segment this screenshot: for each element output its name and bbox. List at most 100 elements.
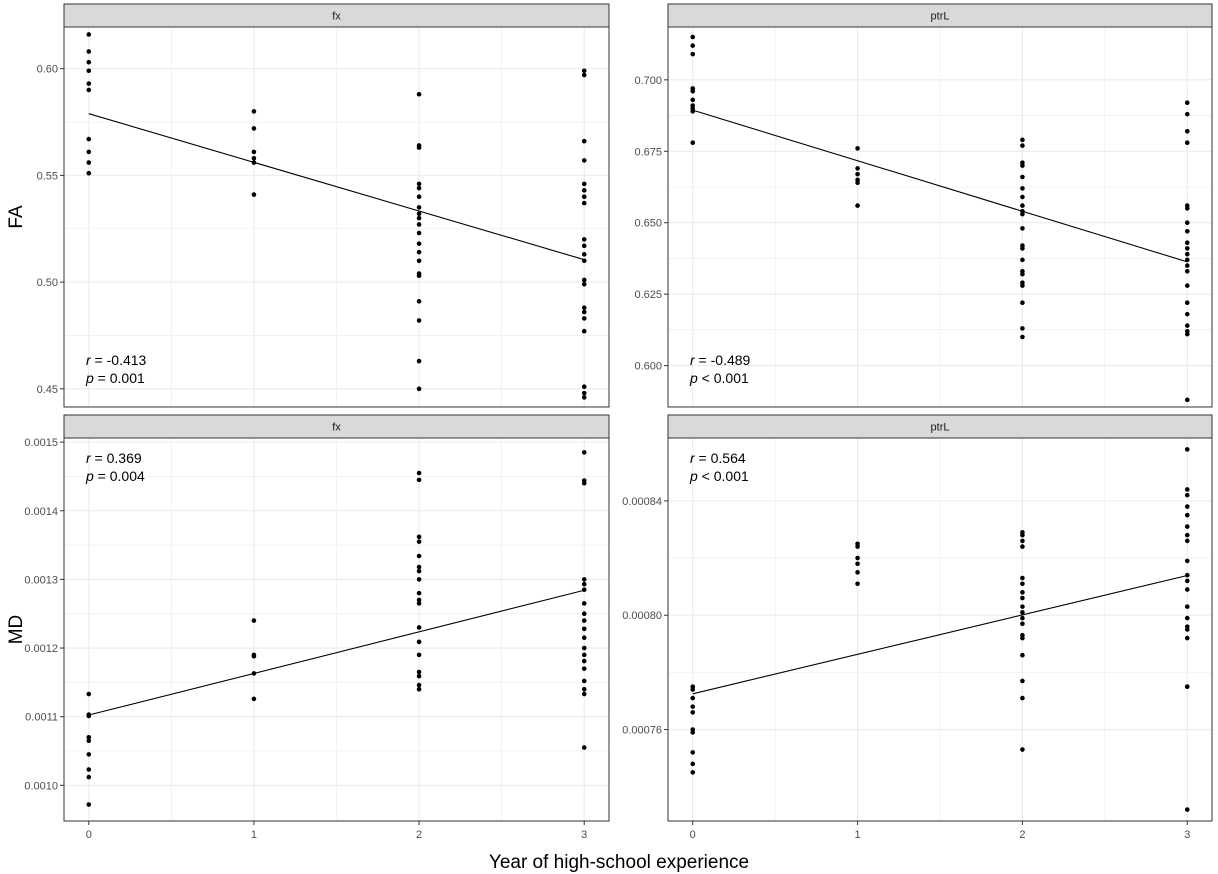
data-point — [690, 761, 696, 767]
data-point — [1184, 268, 1190, 274]
data-point — [86, 59, 92, 65]
stat-value: = -0.413 — [91, 352, 147, 368]
data-point — [855, 561, 860, 567]
data-point — [416, 230, 422, 236]
data-point — [581, 237, 587, 242]
x-tick-label: 2 — [1019, 829, 1025, 841]
data-point — [416, 577, 422, 582]
stat-symbol: p — [85, 468, 94, 484]
data-point — [1184, 251, 1190, 257]
x-tick-label: 3 — [581, 829, 587, 841]
data-point — [581, 68, 587, 74]
x-tick-label: 3 — [1184, 829, 1190, 841]
regression-line — [88, 113, 585, 261]
data-point — [416, 258, 422, 264]
stat-symbol: r — [690, 352, 696, 368]
data-point — [416, 241, 422, 246]
stat-symbol: p — [689, 370, 698, 386]
data-point — [1020, 532, 1025, 538]
stat-value: = 0.001 — [94, 370, 145, 386]
data-point — [416, 477, 422, 483]
facet-strip — [667, 3, 1213, 28]
data-point — [416, 652, 422, 658]
annotation-p-value: p < 0.001 — [689, 468, 749, 484]
data-point — [416, 358, 422, 364]
data-point — [1184, 504, 1190, 509]
y-tick-label: 0.675 — [634, 146, 662, 158]
data-point — [690, 43, 696, 48]
data-point — [1184, 140, 1190, 146]
y-tick-label: 0.60 — [37, 64, 58, 76]
data-point — [416, 590, 422, 596]
data-point — [1020, 621, 1025, 627]
panel-fa-fx: fx 0.45 0.50 0.55 0.60 r = -0.413 p = 0.001 — [37, 3, 610, 408]
data-point — [416, 194, 422, 200]
data-point — [86, 149, 92, 155]
stat-symbol: r — [690, 450, 696, 466]
data-point — [690, 108, 696, 114]
data-point — [1184, 684, 1190, 689]
data-point — [581, 200, 587, 206]
data-point — [1020, 246, 1025, 251]
facet-strip — [667, 414, 1213, 439]
stat-value: = 0.004 — [94, 468, 145, 484]
y-tick-label: 0.600 — [634, 361, 662, 373]
data-point — [1184, 447, 1190, 452]
stat-symbol: r — [86, 352, 92, 368]
data-point — [581, 305, 587, 311]
data-point — [86, 738, 92, 743]
x-tick-label: 2 — [416, 829, 422, 841]
data-point — [416, 273, 422, 279]
data-point — [581, 587, 587, 592]
data-point — [581, 138, 587, 144]
data-point — [1184, 615, 1190, 621]
y-tick-label: 0.700 — [634, 75, 662, 87]
data-point — [690, 770, 696, 775]
data-point — [1020, 595, 1025, 601]
data-point — [1020, 652, 1025, 658]
data-point — [86, 691, 92, 697]
data-point — [1020, 544, 1025, 549]
data-point — [416, 682, 422, 688]
data-point — [416, 211, 422, 217]
data-point — [251, 109, 257, 114]
x-tick-label: 1 — [855, 829, 861, 841]
panel-md-ptrl: ptrL 0.00076 0.00080 0.00084 0 1 2 3 r = 0.564 p … — [622, 414, 1213, 841]
x-tick-label: 0 — [86, 829, 92, 841]
data-point — [581, 658, 587, 664]
data-point — [855, 146, 860, 151]
data-point — [251, 671, 257, 676]
data-point — [581, 581, 587, 587]
data-point — [1184, 512, 1190, 518]
data-point — [86, 774, 92, 780]
x-axis-title: Year of high-school experience — [489, 852, 749, 873]
y-tick-label: 0.0013 — [24, 574, 58, 586]
data-point — [581, 686, 587, 692]
data-point — [581, 328, 587, 334]
y-tick-label: 0.0010 — [24, 780, 58, 792]
data-point — [690, 97, 696, 103]
data-point — [581, 745, 587, 750]
data-point — [86, 32, 92, 37]
data-point — [1020, 163, 1025, 168]
data-point — [855, 544, 860, 549]
stat-value: = 0.564 — [695, 450, 746, 466]
annotation-r-value: r = -0.413 — [86, 352, 147, 368]
data-point — [251, 653, 257, 659]
y-axis-title-fa: FA — [6, 205, 27, 229]
data-point — [581, 72, 587, 78]
x-tick-label: 1 — [251, 829, 257, 841]
data-point — [690, 730, 696, 735]
data-point — [581, 652, 587, 658]
y-tick-label: 0.00076 — [622, 725, 662, 737]
y-tick-label: 0.00084 — [622, 496, 662, 508]
data-point — [86, 136, 92, 142]
data-point — [581, 678, 587, 684]
data-point — [86, 87, 92, 93]
data-point — [1184, 206, 1190, 211]
data-point — [1020, 174, 1025, 180]
data-point — [416, 686, 422, 692]
data-point — [416, 625, 422, 630]
facet-strip-label: ptrL — [931, 422, 950, 434]
data-point — [416, 185, 422, 191]
